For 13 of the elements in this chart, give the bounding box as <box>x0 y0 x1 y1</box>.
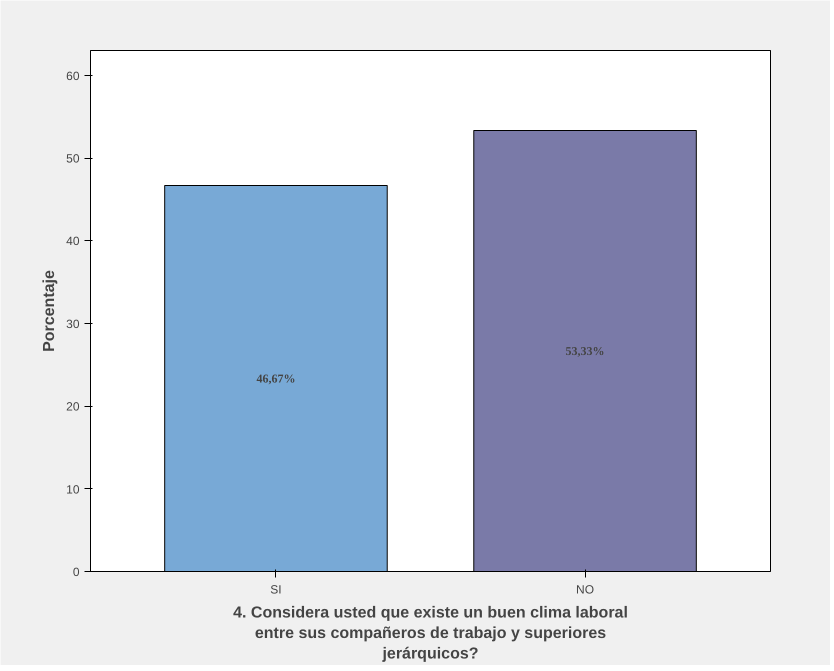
y-tick-label: 50 <box>66 152 80 166</box>
data-label: 46,67% <box>256 372 296 386</box>
x-tick-label: NO <box>576 582 594 596</box>
y-tick-label: 40 <box>66 234 80 248</box>
x-axis-title: 4. Considera usted que existe un buen clima laboral entre sus compañeros de trabajo y superiores jerárquicos? <box>233 604 628 662</box>
x-tick-label: SI <box>270 582 282 596</box>
y-tick-label: 10 <box>66 482 80 496</box>
y-tick-label: 30 <box>66 316 80 331</box>
y-tick-label: 60 <box>66 68 80 83</box>
y-axis-title: Porcentaje <box>41 270 58 352</box>
data-label: 53,33% <box>566 344 605 358</box>
y-tick-label: 0 <box>72 565 80 579</box>
y-tick-label: 20 <box>66 400 80 414</box>
